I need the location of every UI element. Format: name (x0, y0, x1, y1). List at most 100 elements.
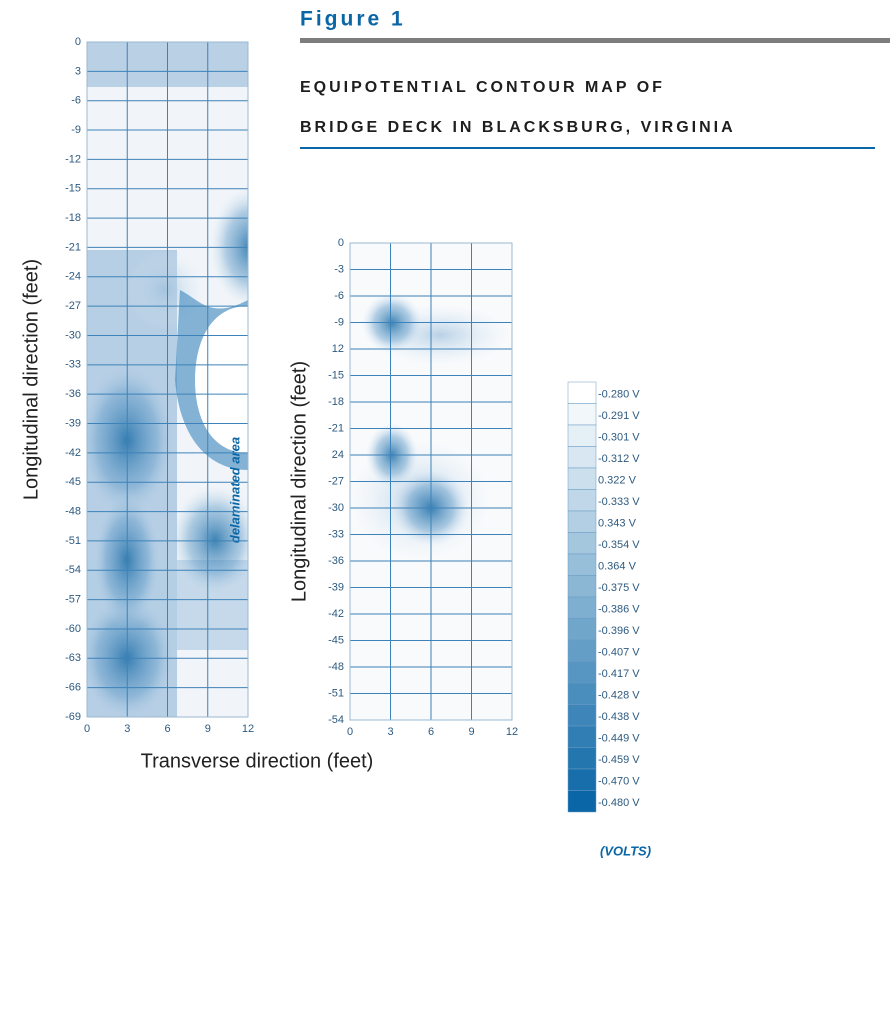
y-tick-label: -3 (334, 263, 344, 275)
legend-swatch (567, 489, 597, 512)
legend-swatch (567, 510, 597, 533)
x-tick-label: 12 (242, 723, 254, 735)
y-tick-label: -12 (65, 153, 81, 165)
legend-label: -0.375 V (598, 582, 640, 594)
legend-swatch (567, 381, 597, 404)
y-tick-label: -69 (65, 711, 81, 723)
y-tick-label: 0 (338, 237, 344, 249)
x-tick-label: 0 (347, 726, 353, 738)
legend-swatch (567, 661, 597, 684)
legend-label: -0.470 V (598, 776, 640, 788)
legend-swatch (567, 553, 597, 576)
legend-label: -0.417 V (598, 668, 640, 680)
legend-label: -0.407 V (598, 647, 640, 659)
plot-frame (349, 242, 513, 721)
legend-swatch (567, 747, 597, 770)
legend-label: -0.428 V (598, 690, 640, 702)
y-tick-label: -33 (65, 359, 81, 371)
y-axis-label: Longitudinal direction (feet) (288, 361, 310, 602)
y-tick-label: -30 (328, 502, 344, 514)
y-tick-label: -21 (328, 422, 344, 434)
legend-label: -0.301 V (598, 432, 640, 444)
y-tick-label: -63 (65, 652, 81, 664)
legend-swatch (567, 446, 597, 469)
y-tick-label: -18 (328, 396, 344, 408)
y-tick-label: 3 (75, 65, 81, 77)
legend-label: -0.480 V (598, 797, 640, 809)
x-tick-label: 3 (124, 723, 130, 735)
y-tick-label: -66 (65, 682, 81, 694)
y-tick-label: -24 (65, 271, 81, 283)
legend-label: -0.354 V (598, 539, 640, 551)
y-tick-label: -42 (328, 608, 344, 620)
y-tick-label: -6 (334, 290, 344, 302)
legend-swatch (567, 618, 597, 641)
y-tick-label: -39 (328, 581, 344, 593)
legend-label: -0.312 V (598, 453, 640, 465)
y-axis-label: Longitudinal direction (feet) (20, 259, 42, 500)
y-tick-label: 24 (332, 449, 344, 461)
legend-swatch (567, 639, 597, 662)
legend-swatch (567, 596, 597, 619)
legend-swatch (567, 424, 597, 447)
y-tick-label: -27 (65, 300, 81, 312)
legend-label: -0.386 V (598, 604, 640, 616)
y-tick-label: -36 (65, 388, 81, 400)
x-tick-label: 6 (428, 726, 434, 738)
legend-unit: (VOLTS) (600, 843, 651, 858)
plot-frame (86, 41, 249, 718)
y-tick-label: -15 (65, 183, 81, 195)
legend-label: -0.459 V (598, 754, 640, 766)
legend-swatch (567, 403, 597, 426)
y-tick-label: -9 (71, 124, 81, 136)
legend-swatch (567, 575, 597, 598)
x-tick-label: 9 (205, 723, 211, 735)
legend-label: -0.396 V (598, 625, 640, 637)
legend-swatch (567, 768, 597, 791)
y-tick-label: -9 (334, 316, 344, 328)
y-tick-label: -39 (65, 417, 81, 429)
legend-label: 0.322 V (598, 475, 637, 487)
y-tick-label: -36 (328, 555, 344, 567)
y-tick-label: -6 (71, 95, 81, 107)
y-tick-label: -45 (328, 634, 344, 646)
legend-label: -0.449 V (598, 733, 640, 745)
x-tick-label: 6 (164, 723, 170, 735)
y-tick-label: -30 (65, 329, 81, 341)
y-tick-label: 0 (75, 36, 81, 48)
y-tick-label: -27 (328, 475, 344, 487)
legend-swatch (567, 532, 597, 555)
y-tick-label: -18 (65, 212, 81, 224)
x-tick-label: 9 (468, 726, 474, 738)
figure-title: EQUIPOTENTIAL CONTOUR MAP OF (300, 79, 665, 96)
y-tick-label: -51 (328, 687, 344, 699)
legend-label: 0.364 V (598, 561, 637, 573)
y-tick-label: -57 (65, 594, 81, 606)
x-tick-label: 3 (387, 726, 393, 738)
y-tick-label: 12 (332, 343, 344, 355)
figure-label: Figure 1 (300, 8, 406, 31)
y-tick-label: -54 (328, 714, 344, 726)
contour-shading (87, 42, 248, 717)
legend-swatch (567, 790, 597, 813)
legend-swatch (567, 725, 597, 748)
y-tick-label: -33 (328, 528, 344, 540)
y-tick-label: -54 (65, 564, 81, 576)
y-tick-label: -60 (65, 623, 81, 635)
y-tick-label: -15 (328, 369, 344, 381)
x-tick-label: 12 (506, 726, 518, 738)
y-tick-label: -51 (65, 535, 81, 547)
x-axis-label: Transverse direction (feet) (141, 750, 374, 772)
y-tick-label: -45 (65, 476, 81, 488)
y-tick-label: -48 (328, 661, 344, 673)
legend-label: -0.280 V (598, 389, 640, 401)
legend-label: -0.438 V (598, 711, 640, 723)
legend-label: -0.333 V (598, 496, 640, 508)
header-rule (300, 38, 890, 43)
legend-swatch (567, 467, 597, 490)
annotation: delaminated area (227, 437, 242, 543)
y-tick-label: -42 (65, 447, 81, 459)
y-tick-label: -21 (65, 241, 81, 253)
legend-swatch (567, 682, 597, 705)
